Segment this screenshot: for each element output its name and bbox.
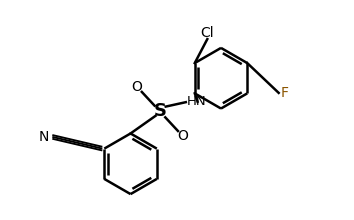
Text: S: S bbox=[153, 103, 166, 121]
Text: O: O bbox=[131, 80, 142, 94]
Text: F: F bbox=[281, 86, 289, 100]
Text: Cl: Cl bbox=[200, 26, 214, 40]
Text: HN: HN bbox=[187, 95, 206, 108]
Text: O: O bbox=[177, 129, 188, 143]
Text: N: N bbox=[39, 130, 49, 144]
